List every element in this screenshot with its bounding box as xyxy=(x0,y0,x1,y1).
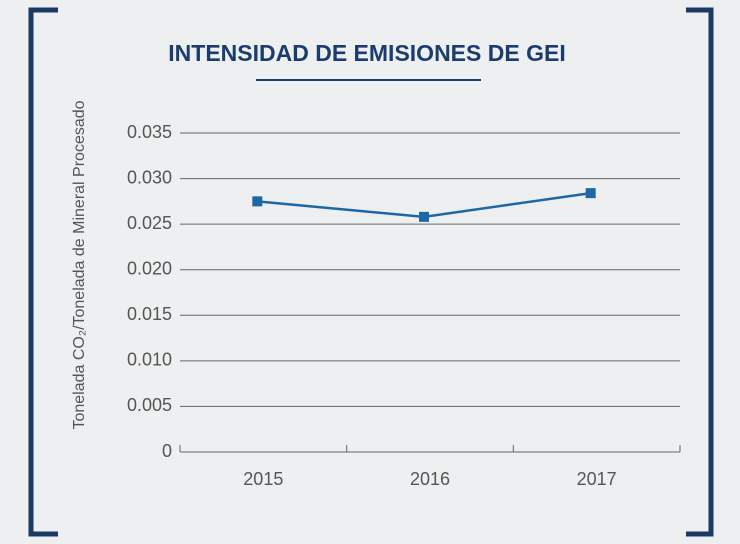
x-tick-label: 2017 xyxy=(577,469,617,489)
y-tick-label: 0.030 xyxy=(127,167,172,187)
x-tick-label: 2015 xyxy=(243,469,283,489)
y-tick-label: 0.025 xyxy=(127,213,172,233)
right-bracket xyxy=(686,7,714,537)
y-tick-label: 0.020 xyxy=(127,258,172,278)
y-tick-label: 0.010 xyxy=(127,350,172,370)
y-tick-label: 0.035 xyxy=(127,122,172,142)
left-bracket xyxy=(28,7,58,537)
point-marker xyxy=(252,196,263,207)
point-marker xyxy=(419,211,429,222)
point-marker xyxy=(585,188,596,199)
x-tick-label: 2016 xyxy=(410,469,450,489)
y-tick-label: 0.005 xyxy=(127,395,172,415)
chart-title: INTENSIDAD DE EMISIONES DE GEI xyxy=(168,40,565,66)
y-tick-label: 0.015 xyxy=(127,304,172,324)
y-tick-label: 0 xyxy=(162,441,172,461)
y-axis-label: Tonelada CO₂/Tonelada de Mineral Procesa… xyxy=(71,100,88,429)
